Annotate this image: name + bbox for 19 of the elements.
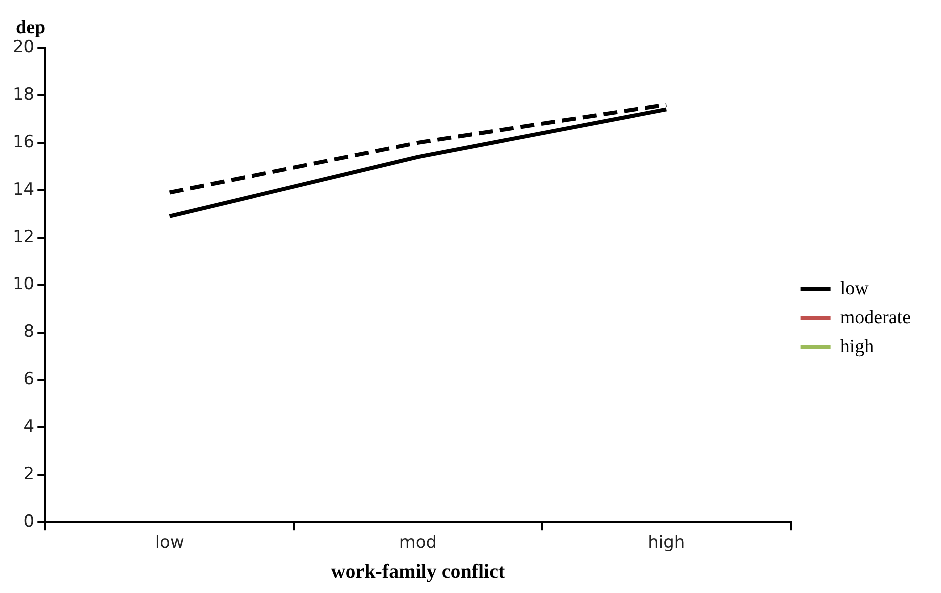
y-tick-label: 16: [12, 132, 35, 152]
y-tick-label: 20: [12, 37, 35, 58]
y-tick-label: 14: [12, 180, 35, 200]
legend-label: high: [840, 336, 875, 358]
y-axis-title: dep: [16, 17, 46, 38]
y-tick-label: 0: [24, 512, 35, 532]
x-tick-label: low: [155, 533, 184, 554]
y-tick-label: 8: [24, 322, 35, 342]
y-tick-label: 18: [12, 84, 35, 105]
legend-label: low: [840, 278, 870, 300]
y-tick-label: 2: [24, 464, 35, 485]
y-tick-label: 6: [24, 370, 35, 390]
x-tick-label: high: [648, 533, 686, 554]
y-tick-label: 10: [12, 274, 35, 295]
x-tick-label: mod: [399, 533, 438, 554]
x-axis-title: work-family conflict: [331, 561, 506, 584]
y-tick-label: 4: [24, 417, 35, 438]
legend-label: moderate: [840, 307, 912, 328]
y-tick-label: 12: [12, 227, 35, 248]
